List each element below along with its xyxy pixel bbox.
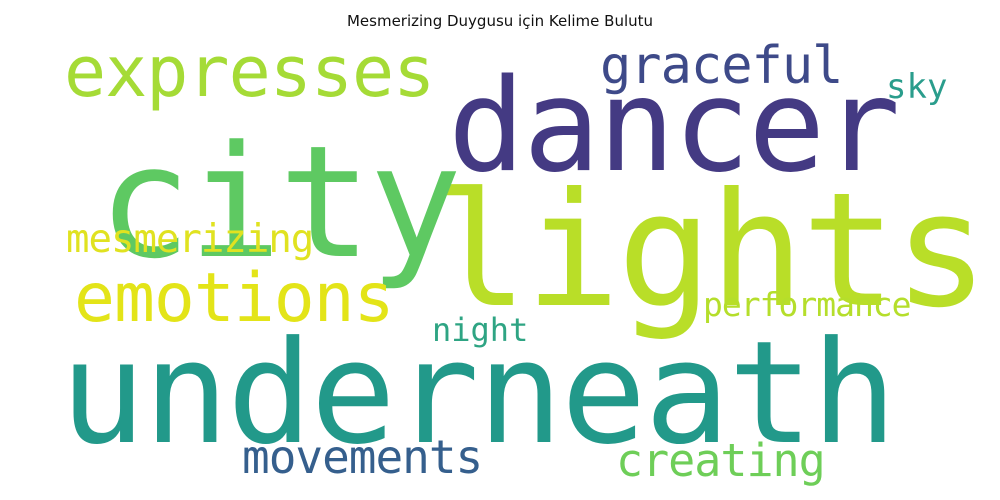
word-emotions: emotions bbox=[74, 259, 395, 338]
word-mesmerizing: mesmerizing bbox=[66, 217, 314, 262]
word-creating: creating bbox=[616, 434, 826, 487]
word-underneath: underneath bbox=[60, 311, 897, 476]
word-night: night bbox=[432, 311, 529, 349]
word-dancer: dancer bbox=[448, 52, 900, 201]
chart-title: Mesmerizing Duygusu için Kelime Bulutu bbox=[346, 12, 654, 30]
word-performance: performance bbox=[703, 285, 912, 324]
word-movements: movements bbox=[242, 430, 483, 484]
word-lights: lights bbox=[433, 159, 989, 343]
word-city: city bbox=[98, 112, 462, 293]
word-graceful: graceful bbox=[600, 36, 843, 96]
word-sky: sky bbox=[886, 67, 948, 107]
word-cloud: underneath lights dancer city expresses … bbox=[60, 31, 989, 487]
word-expresses: expresses bbox=[64, 31, 435, 113]
